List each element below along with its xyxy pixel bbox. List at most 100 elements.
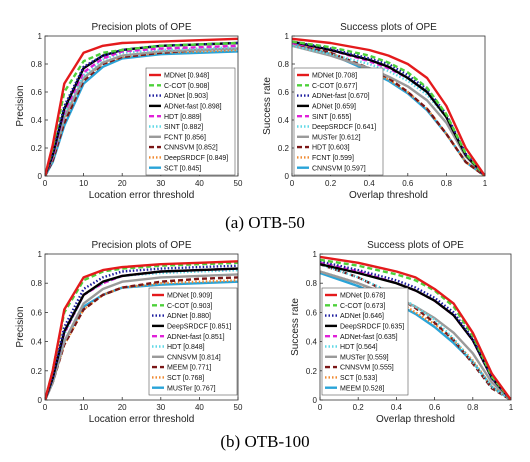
legend-label: CNNSVM [0.555] [340, 365, 394, 372]
caption-otb50: (a) OTB-50 [225, 213, 305, 232]
series-line [292, 44, 485, 176]
x-tick-label: 0.6 [429, 403, 441, 412]
legend-label: ADNet [0.659] [312, 104, 356, 111]
legend-label: CNNSVM [0.852] [164, 145, 218, 152]
legend-label: CNNSVM [0.814] [167, 354, 221, 361]
y-tick-label: 0 [38, 172, 43, 181]
x-tick-label: 0 [290, 179, 295, 188]
axes-frame [44, 35, 239, 177]
legend-label: ADNet-fast [0.851] [167, 334, 225, 341]
y-tick-label: 0.4 [278, 116, 290, 125]
x-tick-label: 0.4 [364, 179, 376, 188]
legend-label: ADNet [0.903] [164, 93, 208, 100]
x-tick-label: 50 [234, 403, 243, 412]
series-line [320, 255, 511, 400]
legend-label: MDNet [0.948] [164, 73, 209, 80]
x-axis-label: Location error threshold [89, 190, 195, 201]
legend-label: SCT [0.845] [164, 165, 201, 172]
legend-label: SCT [0.768] [167, 375, 204, 382]
y-tick-label: 0.4 [31, 116, 43, 125]
legend: MDNet [0.909] C-COT [0.903] ADNet [0.880] D… [148, 287, 238, 396]
legend-label: DeepSRDCF [0.635] [340, 324, 404, 331]
y-tick-label: 0.6 [31, 88, 43, 97]
legend-label: ADNet [0.880] [167, 313, 211, 320]
legend-label: HDT [0.848] [167, 344, 205, 351]
x-tick-label: 20 [118, 403, 127, 412]
series-line [292, 40, 485, 176]
x-tick-label: 0 [43, 403, 48, 412]
legend-label: C-COT [0.677] [312, 83, 357, 90]
x-axis-label: Overlap threshold [376, 414, 455, 425]
legend: MDNet [0.708] C-COT [0.677] ADNet-fast [0.… [293, 67, 384, 176]
axes-frame [44, 253, 239, 401]
y-axis-label: Success rate [290, 298, 301, 356]
y-tick-label: 0 [38, 396, 43, 405]
series-group [292, 37, 485, 176]
legend-label: DeepSRDCF [0.851] [167, 324, 231, 331]
y-tick-label: 0.4 [31, 338, 43, 347]
legend-label: ADNet-fast [0.635] [340, 334, 398, 341]
chart-panel-0: Precision plots of OPE 0 10 20 30 40 50 0 0.2 0.4… [15, 22, 243, 201]
y-tick-label: 1 [313, 250, 318, 259]
y-tick-label: 1 [38, 250, 43, 259]
legend-label: DeepSRDCF [0.641] [312, 124, 376, 131]
y-tick-label: 0.2 [278, 144, 290, 153]
legend-label: MDNet [0.909] [167, 293, 212, 300]
legend-label: MDNet [0.708] [312, 73, 357, 80]
x-tick-label: 0.8 [441, 179, 453, 188]
chart-title: Success plots of OPE [367, 240, 464, 251]
legend-label: C-COT [0.908] [164, 83, 209, 90]
legend-label: CNNSVM [0.597] [312, 165, 366, 172]
series-group [45, 260, 238, 400]
x-tick-label: 0 [318, 403, 323, 412]
x-tick-label: 10 [79, 403, 88, 412]
legend-label: MEEM [0.771] [167, 365, 211, 372]
y-tick-label: 0.8 [31, 279, 43, 288]
y-tick-label: 0.8 [306, 279, 318, 288]
series-line [45, 260, 238, 400]
y-tick-label: 1 [38, 32, 43, 41]
legend-label: HDT [0.564] [340, 344, 378, 351]
legend-label: C-COT [0.673] [340, 303, 385, 310]
y-tick-label: 0.6 [31, 308, 43, 317]
y-tick-label: 0.4 [306, 338, 318, 347]
chart-panel-1: Success plots of OPE 0 0.2 0.4 0.6 0.8 1 0 0.2 0.… [262, 22, 488, 201]
y-tick-label: 1 [285, 32, 290, 41]
series-line [45, 264, 238, 400]
series-line [320, 263, 511, 400]
legend-label: FCNT [0.599] [312, 155, 354, 162]
legend-label: FCNT [0.856] [164, 134, 206, 141]
chart-title: Precision plots of OPE [91, 240, 191, 251]
series-line [45, 273, 238, 400]
y-axis-label: Precision [15, 85, 26, 126]
y-axis-label: Precision [15, 306, 26, 347]
x-tick-label: 30 [156, 179, 165, 188]
legend-label: SINT [0.882] [164, 124, 203, 131]
legend-label: MDNet [0.678] [340, 293, 385, 300]
legend-label: SINT [0.655] [312, 114, 351, 121]
legend-label: ADNet [0.646] [340, 313, 384, 320]
y-tick-label: 0.6 [278, 88, 290, 97]
series-line [45, 37, 238, 176]
legend-label: MUSTer [0.612] [312, 134, 361, 141]
x-axis-label: Location error threshold [89, 414, 195, 425]
y-tick-label: 0 [285, 172, 290, 181]
legend-label: SCT [0.533] [340, 375, 377, 382]
chart-panel-2: Precision plots of OPE 0 10 20 30 40 50 0 0.2 0.4… [15, 240, 243, 425]
x-tick-label: 0.2 [353, 403, 365, 412]
chart-panel-3: Success plots of OPE 0 0.2 0.4 0.6 0.8 1 0 0.2 0.… [290, 240, 514, 425]
legend-label: ADNet-fast [0.898] [164, 104, 222, 111]
legend-label: HDT [0.603] [312, 145, 350, 152]
legend: MDNet [0.678] C-COT [0.673] ADNet [0.646] D… [321, 287, 409, 396]
x-tick-label: 1 [509, 403, 514, 412]
y-tick-label: 0.2 [31, 367, 43, 376]
legend-label: ADNet-fast [0.670] [312, 93, 370, 100]
y-tick-label: 0.2 [306, 367, 318, 376]
legend-label: DeepSRDCF [0.849] [164, 155, 228, 162]
x-tick-label: 30 [156, 403, 165, 412]
series-line [320, 258, 511, 400]
x-tick-label: 0.8 [467, 403, 479, 412]
x-tick-label: 50 [234, 179, 243, 188]
legend: MDNet [0.948] C-COT [0.908] ADNet [0.903] A… [145, 67, 236, 176]
